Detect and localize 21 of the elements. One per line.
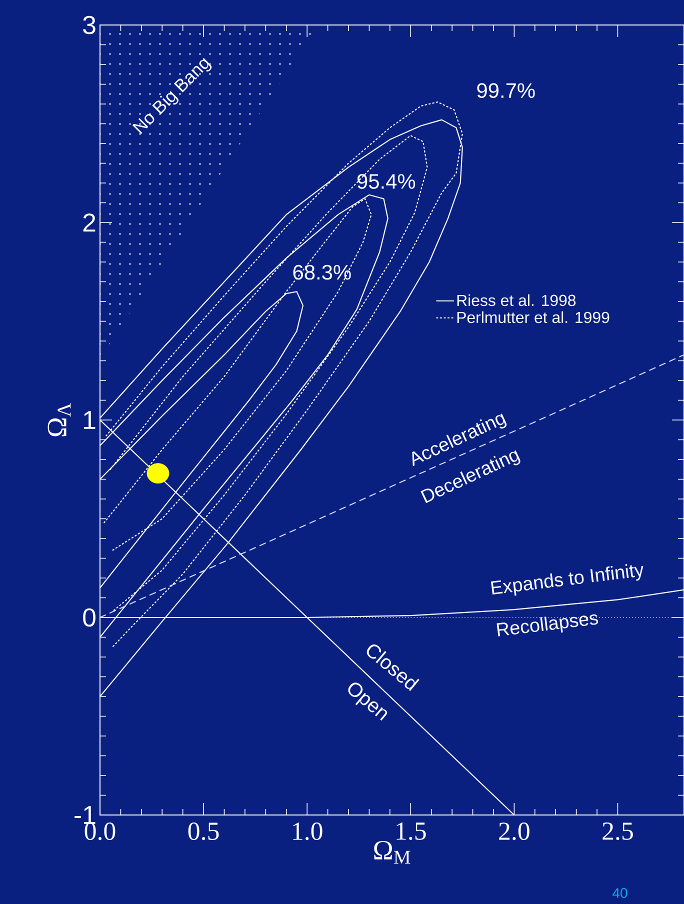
- y-tick-label: 1: [84, 411, 96, 429]
- y-tick-label: 0: [83, 608, 96, 627]
- text: 40: [612, 888, 628, 898]
- annotation: 99.7%: [477, 83, 535, 98]
- x-tick-label: 0.5: [188, 822, 219, 840]
- annotation: 95.4%: [357, 174, 416, 189]
- x-tick-label: 2.0: [499, 822, 530, 840]
- y-tick-label: 2: [83, 213, 96, 232]
- legend-label: Riess et al. 1998: [457, 294, 576, 306]
- y-axis-title: Ω$_{Λ}$: [48, 402, 71, 436]
- annotation: Expands to Infinity: [490, 564, 644, 596]
- y-tick-label: -1: [74, 806, 96, 824]
- x-tick-label: 1.5: [396, 822, 426, 840]
- x-axis-title: Ω$_{M}$: [374, 840, 410, 864]
- y-tick-label: 3: [83, 16, 96, 34]
- annotation: Recollapses: [496, 614, 598, 636]
- x-tick-label: 2.5: [602, 822, 633, 840]
- legend-label: Perlmutter et al. 1999: [457, 311, 610, 324]
- x-tick-label: 0.0: [84, 822, 116, 840]
- x-tick-label: 1.0: [293, 822, 322, 840]
- annotation: 68.3%: [293, 264, 351, 280]
